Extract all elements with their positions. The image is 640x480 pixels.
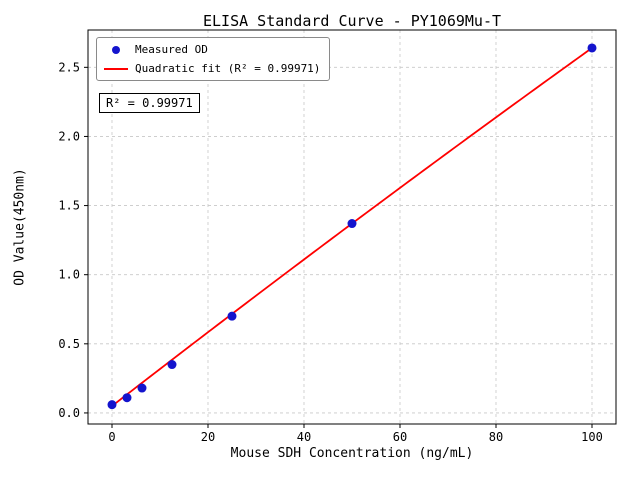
scatter-dot-icon xyxy=(112,45,120,54)
x-tick-label: 60 xyxy=(393,430,407,444)
r-squared-annotation: R² = 0.99971 xyxy=(99,93,200,113)
legend-item-quadratic-fit: Quadratic fit (R² = 0.99971) xyxy=(104,62,320,75)
legend-marker-slot xyxy=(104,67,128,70)
x-tick-label: 20 xyxy=(201,430,215,444)
x-tick-label: 0 xyxy=(108,430,115,444)
legend: Measured OD Quadratic fit (R² = 0.99971) xyxy=(96,37,331,81)
x-tick-label: 100 xyxy=(581,430,603,444)
x-tick-label: 80 xyxy=(489,430,503,444)
x-axis-label: Mouse SDH Concentration (ng/mL) xyxy=(230,446,474,461)
y-tick-label: 0.0 xyxy=(58,406,80,420)
legend-label-quadratic-fit: Quadratic fit (R² = 0.99971) xyxy=(135,62,321,75)
scatter-point xyxy=(137,383,147,393)
scatter-point xyxy=(167,360,177,370)
y-tick-label: 0.5 xyxy=(58,337,80,351)
legend-item-measured-od: Measured OD xyxy=(104,43,320,56)
legend-label-measured-od: Measured OD xyxy=(135,43,208,56)
plot-frame xyxy=(87,29,617,425)
chart-title: ELISA Standard Curve - PY1069Mu-T xyxy=(202,12,502,30)
y-tick-label: 1.5 xyxy=(58,199,80,213)
scatter-point xyxy=(122,393,132,403)
scatter-point xyxy=(587,43,597,53)
scatter-point xyxy=(347,219,357,229)
y-tick-label: 2.0 xyxy=(58,129,80,143)
scatter-point xyxy=(107,400,117,410)
y-axis-label: OD Value(450nm) xyxy=(12,168,28,286)
fit-line-icon xyxy=(104,67,128,70)
y-tick-label: 1.0 xyxy=(58,268,80,282)
legend-marker-slot xyxy=(104,45,128,54)
x-tick-label: 40 xyxy=(297,430,311,444)
y-tick-label: 2.5 xyxy=(58,60,80,74)
scatter-point xyxy=(227,311,237,321)
